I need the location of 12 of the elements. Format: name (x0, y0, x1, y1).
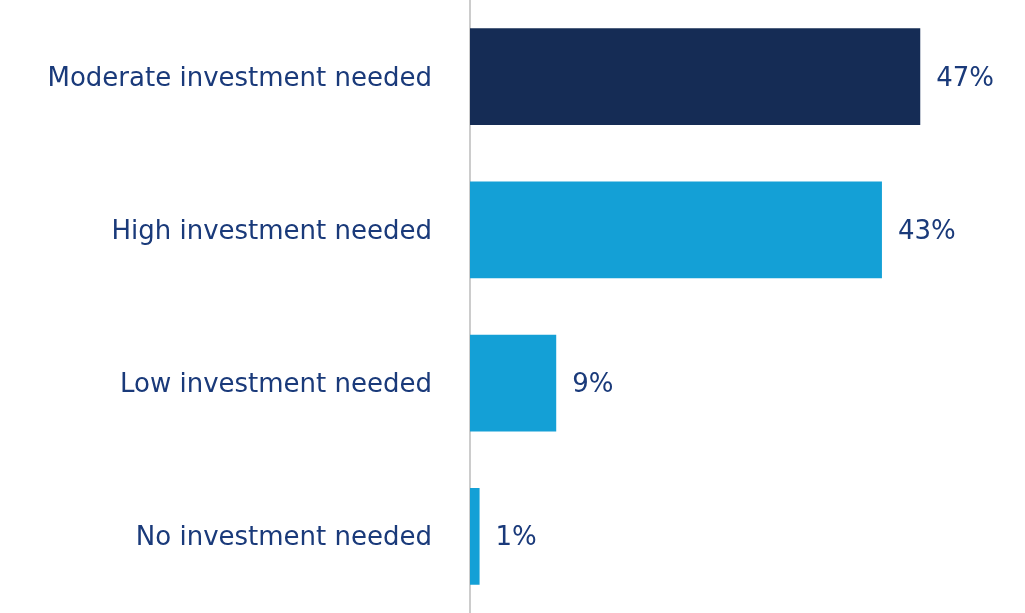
bar (470, 334, 557, 432)
data-label: 1% (495, 521, 537, 552)
y-tick-label: Low investment needed (119, 368, 432, 399)
y-tick-label: Moderate investment needed (47, 61, 432, 92)
y-tick-label: No investment needed (135, 521, 432, 552)
bar (470, 28, 921, 125)
bar (470, 488, 480, 585)
data-label: 43% (897, 214, 956, 245)
y-tick-label: High investment needed (111, 214, 432, 245)
bar (470, 181, 882, 279)
data-label: 47% (936, 61, 995, 92)
data-label: 9% (572, 368, 614, 399)
